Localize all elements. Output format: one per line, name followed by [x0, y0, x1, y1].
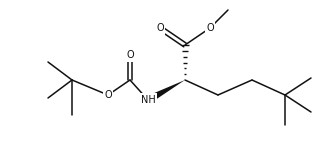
Text: O: O	[126, 50, 134, 60]
Text: O: O	[156, 23, 164, 33]
Text: O: O	[104, 90, 112, 100]
Polygon shape	[146, 80, 185, 104]
Text: NH: NH	[141, 95, 155, 105]
Text: O: O	[206, 23, 214, 33]
